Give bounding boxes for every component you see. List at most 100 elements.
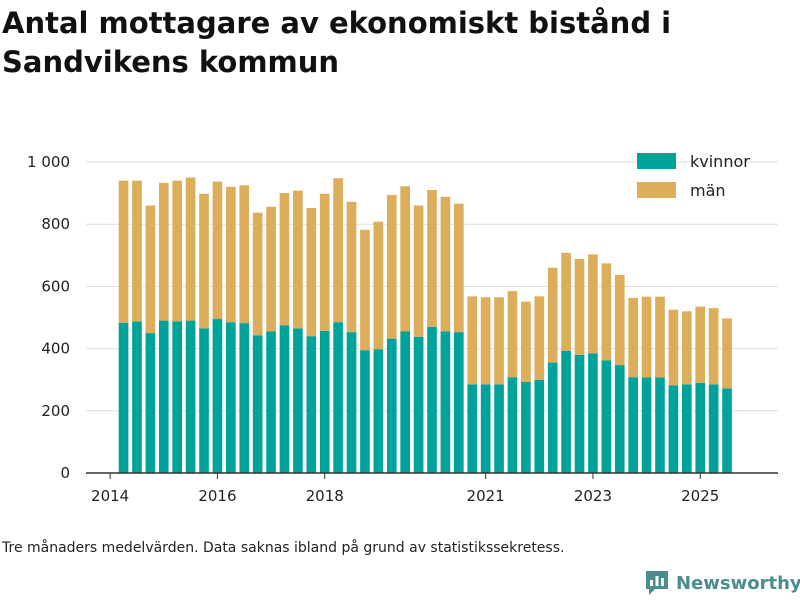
bar-man xyxy=(373,221,384,350)
x-tick-label: 2016 xyxy=(198,487,236,505)
bar-kvinnor xyxy=(467,384,478,473)
bar-kvinnor xyxy=(132,321,142,473)
bar-man xyxy=(534,296,545,380)
bar-man xyxy=(601,263,612,361)
bar-man xyxy=(427,189,437,327)
legend-swatch-kvinnor xyxy=(637,153,676,169)
bar-man xyxy=(668,309,679,386)
bar-kvinnor xyxy=(266,331,276,473)
bar-man xyxy=(413,205,424,337)
bar-man xyxy=(252,212,263,336)
bar-man xyxy=(480,297,491,385)
bar-kvinnor xyxy=(494,384,504,473)
bar-kvinnor xyxy=(668,385,679,473)
bar-kvinnor xyxy=(440,331,451,473)
bar-kvinnor xyxy=(521,381,531,473)
bar-kvinnor xyxy=(199,328,209,473)
legend-label-man: män xyxy=(690,181,726,200)
x-tick-label: 2023 xyxy=(574,487,612,505)
bar-kvinnor xyxy=(212,319,223,473)
bar-kvinnor xyxy=(427,326,437,473)
bar-kvinnor xyxy=(279,325,290,473)
bar-man xyxy=(293,190,303,329)
bar-kvinnor xyxy=(360,350,370,473)
axes: 0 200 400 600 800 1 000 2014 2016 2018 2021 2023 20… xyxy=(27,153,778,505)
bar-kvinnor xyxy=(145,333,156,473)
bar-man xyxy=(695,306,706,383)
bar-man xyxy=(118,180,129,323)
bar-kvinnor xyxy=(628,377,638,473)
bar-kvinnor xyxy=(574,354,585,473)
bar-man xyxy=(628,297,638,378)
bar-kvinnor xyxy=(386,338,397,473)
bar-kvinnor xyxy=(614,365,625,473)
bar-man xyxy=(722,318,732,389)
legend-swatch-man xyxy=(637,182,676,198)
bar-man xyxy=(521,301,531,382)
bar-man xyxy=(400,186,411,332)
bar-kvinnor xyxy=(547,362,558,473)
bar-man xyxy=(453,203,464,333)
bar-man xyxy=(172,180,183,322)
bar-man xyxy=(199,193,209,329)
bar-kvinnor xyxy=(158,320,169,473)
bar-man xyxy=(614,274,625,366)
bar-kvinnor xyxy=(333,322,343,473)
bar-man xyxy=(547,267,558,363)
bar-man xyxy=(708,308,719,385)
bar-man xyxy=(279,193,290,326)
bar-kvinnor xyxy=(226,322,236,473)
bar-kvinnor xyxy=(588,353,598,473)
legend: kvinnor män xyxy=(637,152,750,200)
y-tick-label: 0 xyxy=(60,464,70,482)
bar-man xyxy=(158,182,169,321)
y-tick-label: 400 xyxy=(41,340,70,358)
bar-man xyxy=(655,296,665,378)
x-tick-label: 2014 xyxy=(91,487,129,505)
newsworthy-logo-icon xyxy=(646,571,668,595)
y-tick-label: 600 xyxy=(41,277,70,295)
bar-man xyxy=(346,201,357,333)
bar-man xyxy=(239,185,250,324)
bar-man xyxy=(467,296,478,385)
bar-kvinnor xyxy=(534,379,545,473)
brand-name: Newsworthy xyxy=(676,572,800,594)
x-tick-label: 2018 xyxy=(306,487,344,505)
x-tick-label: 2025 xyxy=(681,487,719,505)
legend-label-kvinnor: kvinnor xyxy=(690,152,750,171)
bar-kvinnor xyxy=(507,377,518,473)
chart-title: Antal mottagare av ekonomiskt bistånd i … xyxy=(2,6,672,79)
bar-man xyxy=(132,180,142,322)
x-tick-label: 2021 xyxy=(467,487,505,505)
bar-man xyxy=(588,254,598,354)
bar-kvinnor xyxy=(306,336,317,473)
bar-man xyxy=(561,252,571,351)
bar-man xyxy=(360,229,370,351)
bar-kvinnor xyxy=(172,321,183,473)
bar-man xyxy=(333,178,343,323)
bar-kvinnor xyxy=(655,377,665,473)
bar-man xyxy=(185,177,196,321)
bar-kvinnor xyxy=(722,388,732,473)
bar-kvinnor xyxy=(480,384,491,473)
bar-kvinnor xyxy=(695,382,706,473)
bar-kvinnor xyxy=(400,331,411,473)
bar-man xyxy=(494,297,504,385)
y-tick-label: 200 xyxy=(41,402,70,420)
bar-kvinnor xyxy=(373,349,384,473)
bar-kvinnor xyxy=(252,335,263,473)
bar-man xyxy=(266,206,276,332)
bar-man xyxy=(319,193,330,331)
bar-kvinnor xyxy=(319,330,330,473)
y-tick-label: 800 xyxy=(41,215,70,233)
bar-man xyxy=(145,205,156,334)
bar-kvinnor xyxy=(118,322,129,473)
bar-kvinnor xyxy=(681,384,692,473)
bar-man xyxy=(306,208,317,337)
bar-man xyxy=(507,291,518,378)
bar-kvinnor xyxy=(641,377,652,473)
brand-logo[interactable]: Newsworthy xyxy=(644,568,800,598)
bar-kvinnor xyxy=(453,332,464,473)
bar-man xyxy=(574,259,585,355)
